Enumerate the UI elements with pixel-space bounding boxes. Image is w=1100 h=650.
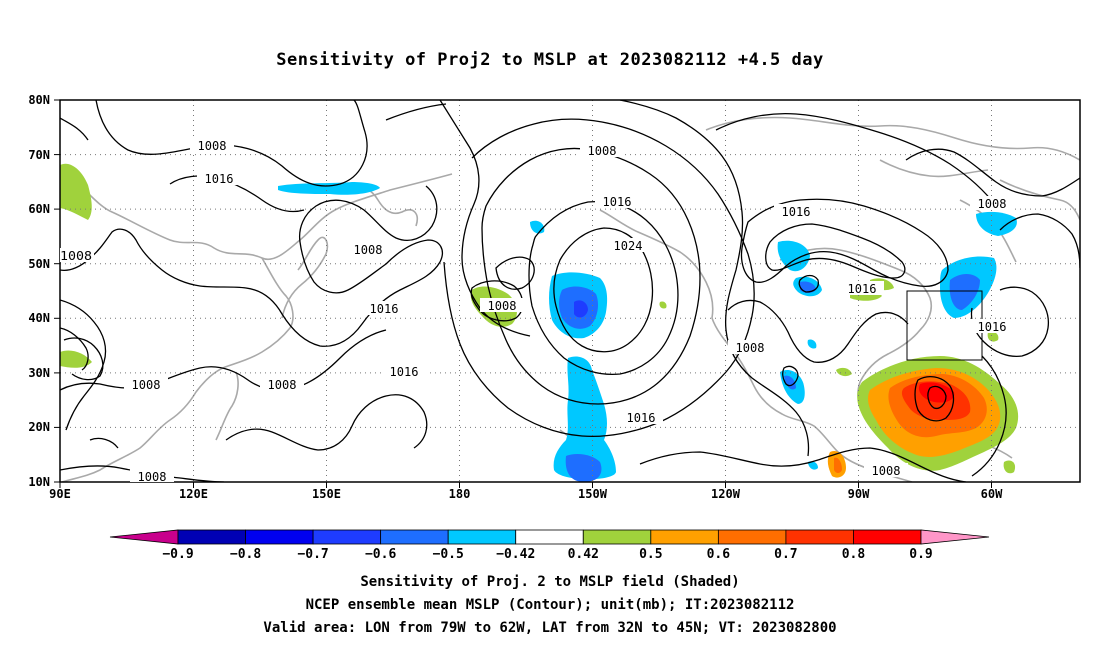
contour-label: 1024	[614, 239, 643, 253]
lat-label: 50N	[28, 257, 50, 271]
tick-marks	[54, 99, 992, 488]
colorbar-swatch	[177, 529, 246, 545]
lat-label: 30N	[28, 366, 50, 380]
contour-label: 1008	[978, 197, 1007, 211]
colorbar-low-end	[109, 529, 179, 545]
colorbar-swatch	[785, 529, 854, 545]
colorbar-label: 0.9	[909, 547, 932, 562]
colorbar-high-end	[920, 529, 990, 545]
colorbar-label: 0.42	[568, 547, 599, 562]
caption-line-1: Sensitivity of Proj. 2 to MSLP field (Sh…	[360, 574, 740, 590]
contour-label: 1016	[205, 172, 234, 186]
colorbar-swatch	[853, 529, 922, 545]
contour-label: 1016	[603, 195, 632, 209]
longitude-labels: 90E 120E 150E 180 150W 120W 90W 60W	[49, 487, 1003, 501]
caption-line-3: Valid area: LON from 79W to 62W, LAT fro…	[263, 620, 837, 636]
colorbar-label: 0.5	[639, 547, 662, 562]
lat-label: 80N	[28, 93, 50, 107]
contour-label: 1008	[588, 144, 617, 158]
colorbar-label: 0.6	[707, 547, 731, 562]
lat-label: 70N	[28, 148, 50, 162]
lon-label: 90E	[49, 487, 71, 501]
colorbar-swatch	[312, 529, 382, 545]
lat-label: 40N	[28, 311, 50, 325]
lon-label: 120E	[179, 487, 208, 501]
lon-label: 180	[449, 487, 471, 501]
colorbar-swatch	[380, 529, 449, 545]
contour-label: 1016	[782, 205, 811, 219]
contour-label: 1008	[488, 299, 517, 313]
latitude-labels: 80N 70N 60N 50N 40N 30N 20N 10N	[28, 93, 50, 489]
colorbar-swatch	[515, 529, 584, 545]
contour-label: 1008	[872, 464, 901, 478]
colorbar-label: −0.7	[297, 547, 328, 562]
contour-label: 1008	[198, 139, 227, 153]
lon-label: 90W	[848, 487, 870, 501]
colorbar-swatch	[245, 529, 314, 545]
colorbar: −0.9 −0.8 −0.7 −0.6 −0.5 −0.42 0.42 0.5 0.6 0.7 0.…	[109, 529, 990, 562]
colorbar-label: −0.9	[162, 547, 193, 562]
colorbar-label: 0.8	[842, 547, 866, 562]
colorbar-label: 0.7	[774, 547, 797, 562]
contour-label: 1016	[848, 282, 877, 296]
colorbar-label: −0.8	[230, 547, 261, 562]
colorbar-swatch	[582, 529, 652, 545]
contour-labels: 1008 1016 1008 1008 1016 1016 1008 1008 …	[60, 138, 1014, 484]
contour-label: 1008	[354, 243, 383, 257]
colorbar-label: −0.6	[365, 547, 396, 562]
colorbar-swatch	[447, 529, 517, 545]
plot-frame	[59, 99, 1081, 483]
contour-label: 1008	[736, 341, 765, 355]
lon-label: 150E	[312, 487, 341, 501]
lon-label: 120W	[711, 487, 741, 501]
colorbar-label: −0.42	[496, 547, 535, 562]
colorbar-swatch	[650, 529, 719, 545]
map-title: Sensitivity of Proj2 to MSLP at 20230821…	[276, 50, 824, 70]
lat-label: 20N	[28, 420, 50, 434]
contour-label: 1016	[390, 365, 419, 379]
caption-line-2: NCEP ensemble mean MSLP (Contour); unit(…	[305, 597, 795, 613]
lon-label: 150W	[578, 487, 608, 501]
lon-label: 60W	[981, 487, 1003, 501]
contour-label: 1008	[268, 378, 297, 392]
colorbar-label: −0.5	[433, 547, 464, 562]
contour-label: 1016	[978, 320, 1007, 334]
contour-label: 1016	[370, 302, 399, 316]
contour-label: 1016	[627, 411, 656, 425]
colorbar-swatch	[717, 529, 787, 545]
lat-label: 60N	[28, 202, 50, 216]
lat-label: 10N	[28, 475, 50, 489]
contour-label: 1008	[138, 470, 167, 484]
contour-label: 1008	[60, 249, 92, 263]
contour-label: 1008	[132, 378, 161, 392]
